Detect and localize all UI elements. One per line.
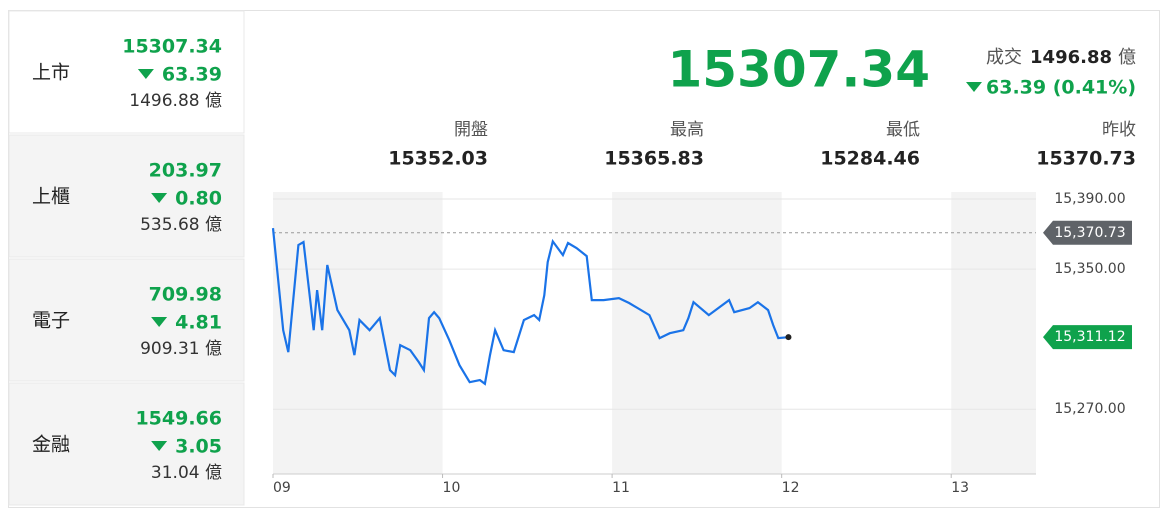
row-name: 電子 [32, 310, 70, 332]
y-tick-label: 15,350.00 [1054, 261, 1125, 277]
stat-label: 開盤 [454, 120, 488, 140]
row-change: 0.80 [175, 188, 222, 210]
sidebar-row [8, 258, 245, 382]
stat-label: 最高 [670, 120, 704, 140]
last-point [785, 334, 792, 341]
row-price: 15307.34 [122, 36, 222, 58]
reference-label: 15,370.73 [1054, 225, 1125, 241]
x-tick-label: 12 [782, 480, 800, 496]
chart: 15,390.00 15,350.00 15,270.00 09 10 11 12 13 15,… [271, 191, 1132, 496]
row-volume: 909.31 億 [140, 339, 222, 359]
y-tick-label: 15,390.00 [1054, 191, 1125, 207]
x-tick-label: 13 [951, 480, 969, 496]
y-tick-label: 15,270.00 [1054, 401, 1125, 417]
last-tag [1043, 325, 1132, 350]
reference-tag [1043, 220, 1132, 245]
turnover-label: 成交 [986, 47, 1022, 68]
stat-value: 15370.73 [1036, 148, 1136, 170]
sidebar-row [8, 382, 245, 506]
sidebar: 上市 15307.34 63.39 1496.88 億上櫃 203.97 0.80 535.… [8, 10, 245, 506]
row-change: 63.39 [162, 64, 222, 86]
band [442, 192, 613, 474]
price-line [271, 227, 789, 386]
x-tick-label: 11 [612, 480, 630, 496]
row-name: 上櫃 [32, 186, 70, 208]
down-arrow [137, 69, 154, 79]
header-change: 63.39 (0.41%) [986, 77, 1136, 99]
x-tick-label: 09 [273, 480, 291, 496]
main-price: 15307.34 [667, 41, 930, 99]
row-price: 1549.66 [135, 408, 222, 430]
down-arrow [151, 441, 168, 451]
stats: 開盤 15352.03 最高 15365.83 最低 15284.46 昨收 15370.73 [388, 120, 1136, 170]
band [781, 192, 952, 474]
row-volume: 535.68 億 [140, 215, 222, 235]
stat-value: 15365.83 [604, 148, 704, 170]
row-volume: 31.04 億 [151, 463, 222, 483]
stat-label: 昨收 [1102, 120, 1136, 140]
down-arrow [151, 317, 168, 327]
stat-value: 15284.46 [820, 148, 920, 170]
turnover-unit: 億 [1118, 47, 1136, 68]
row-change: 4.81 [175, 312, 222, 334]
sidebar-row [8, 134, 245, 258]
x-tick-label: 10 [443, 480, 461, 496]
stat-label: 最低 [886, 120, 920, 140]
row-change: 3.05 [175, 436, 222, 458]
turnover: 1496.88 [1030, 47, 1112, 68]
row-volume: 1496.88 億 [129, 91, 222, 111]
sidebar-row [8, 10, 245, 134]
down-arrow [151, 193, 168, 203]
down-arrow [966, 82, 982, 92]
row-name: 上市 [32, 62, 70, 84]
row-price: 709.98 [149, 284, 222, 306]
row-price: 203.97 [149, 160, 222, 182]
row-name: 金融 [32, 434, 70, 456]
stat-value: 15352.03 [388, 148, 488, 170]
last-label: 15,311.12 [1054, 329, 1125, 345]
